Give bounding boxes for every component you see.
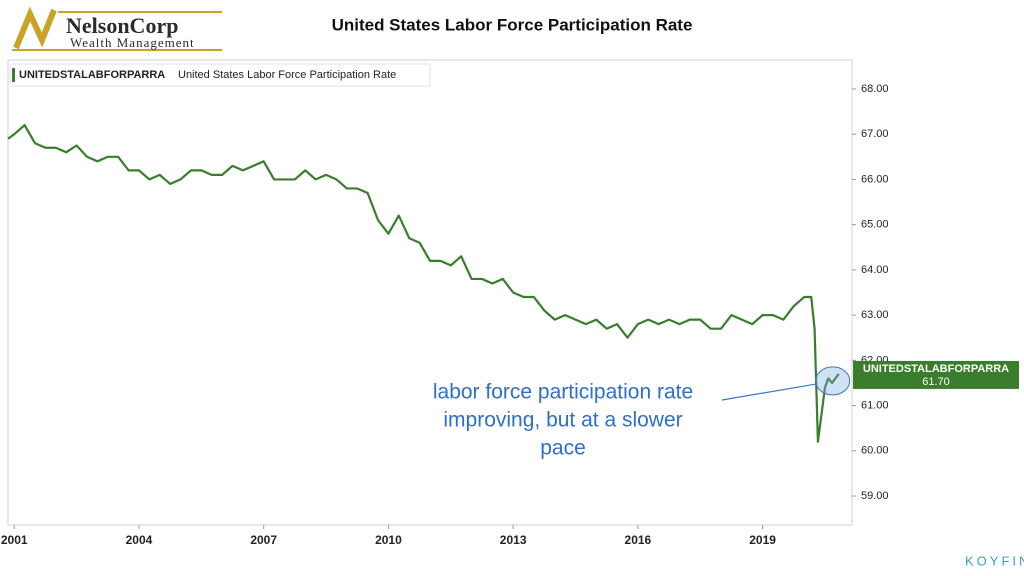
legend-label: UNITEDSTALABFORPARRA [19, 69, 165, 81]
annotation-text: pace [540, 437, 586, 460]
logo-tagline: Wealth Management [70, 35, 195, 50]
x-tick-label: 2007 [250, 533, 277, 547]
y-tick-label: 67.00 [861, 128, 889, 140]
legend-swatch [12, 68, 15, 82]
y-tick-label: 66.00 [861, 173, 889, 185]
plot-frame [7, 59, 853, 526]
y-tick-label: 64.00 [861, 264, 889, 276]
chart-title: United States Labor Force Participation … [332, 15, 693, 34]
x-tick-label: 2004 [126, 533, 153, 547]
line-series [7, 124, 840, 443]
logo-mark [13, 6, 57, 50]
annotation-text: labor force participation rate [433, 381, 693, 404]
annotation-text: improving, but at a slower [443, 409, 682, 432]
y-tick-label: 68.00 [861, 83, 889, 95]
y-tick-label: 61.00 [861, 399, 889, 411]
legend-box [9, 63, 431, 87]
x-tick-label: 2001 [1, 533, 28, 547]
y-tick-label: 65.00 [861, 219, 889, 231]
y-tick-label: 59.00 [861, 490, 889, 502]
x-tick-label: 2013 [500, 533, 527, 547]
y-tick-label: 63.00 [861, 309, 889, 321]
x-tick-label: 2016 [625, 533, 652, 547]
annotation-highlight [815, 366, 851, 396]
x-tick-label: 2019 [749, 533, 776, 547]
logo-name: NelsonCorp [66, 13, 178, 38]
brand: KOYFIN [965, 553, 1024, 568]
last-value-label: 61.70 [922, 376, 950, 388]
x-tick-label: 2010 [375, 533, 402, 547]
logo: NelsonCorp Wealth Management [12, 6, 222, 51]
last-value-box [853, 360, 1019, 389]
y-tick-label: 60.00 [861, 445, 889, 457]
legend-description: United States Labor Force Participation … [178, 69, 396, 81]
last-value-name: UNITEDSTALABFORPARRA [863, 363, 1009, 375]
legend: UNITEDSTALABFORPARRA United States Labor… [9, 63, 431, 87]
annotation-pointer [721, 383, 817, 401]
